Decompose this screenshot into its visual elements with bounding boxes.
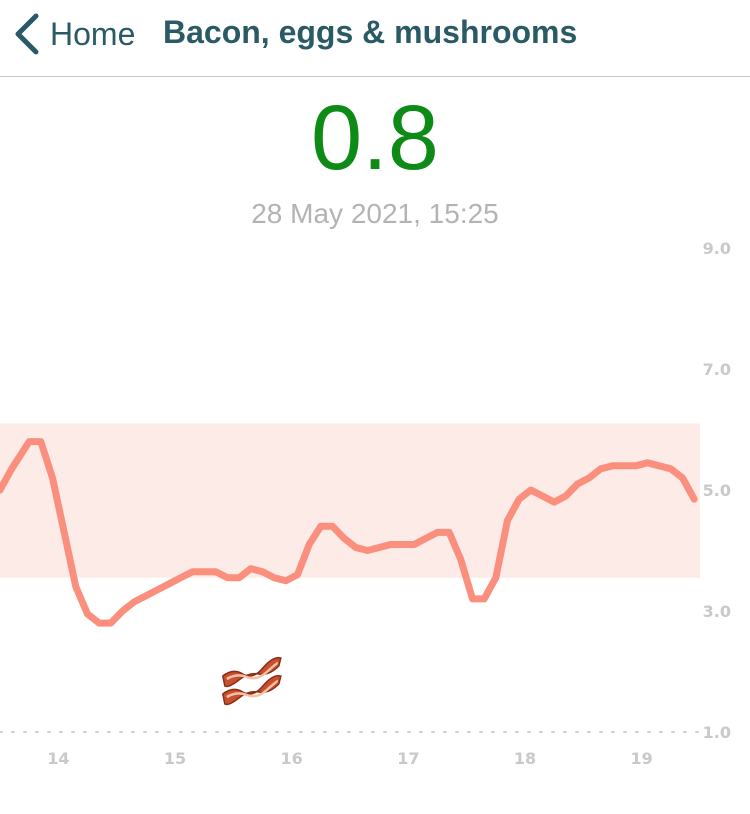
bacon-strip bbox=[222, 656, 282, 688]
navigation-bar: Home Bacon, eggs & mushrooms bbox=[0, 0, 750, 77]
x-tick-label: 14 bbox=[47, 749, 69, 768]
y-tick-label: 5.0 bbox=[703, 481, 731, 500]
bacon-strip bbox=[222, 674, 282, 706]
back-label: Home bbox=[50, 15, 136, 52]
x-tick-label: 15 bbox=[164, 749, 186, 768]
glucose-series-line bbox=[0, 438, 698, 627]
chevron-left-icon bbox=[15, 13, 39, 55]
y-tick-label: 9.0 bbox=[703, 239, 731, 258]
y-tick-label: 7.0 bbox=[703, 360, 731, 379]
x-tick-label: 18 bbox=[514, 749, 536, 768]
x-tick-label: 19 bbox=[631, 749, 653, 768]
back-button[interactable]: Home bbox=[12, 10, 135, 58]
glucose-value: 0.8 bbox=[311, 87, 439, 189]
target-range-band bbox=[0, 423, 700, 578]
page-title: Bacon, eggs & mushrooms bbox=[163, 14, 578, 50]
x-tick-label: 16 bbox=[281, 749, 303, 768]
bacon-icon bbox=[222, 656, 282, 706]
bacon-fat-stripe bbox=[226, 679, 279, 699]
y-tick-label: 3.0 bbox=[703, 602, 731, 621]
bacon-fat-stripe bbox=[226, 661, 279, 681]
reading-timestamp: 28 May 2021, 15:25 bbox=[251, 198, 499, 229]
x-tick-label: 17 bbox=[397, 749, 419, 768]
y-tick-label: 1.0 bbox=[703, 723, 731, 742]
